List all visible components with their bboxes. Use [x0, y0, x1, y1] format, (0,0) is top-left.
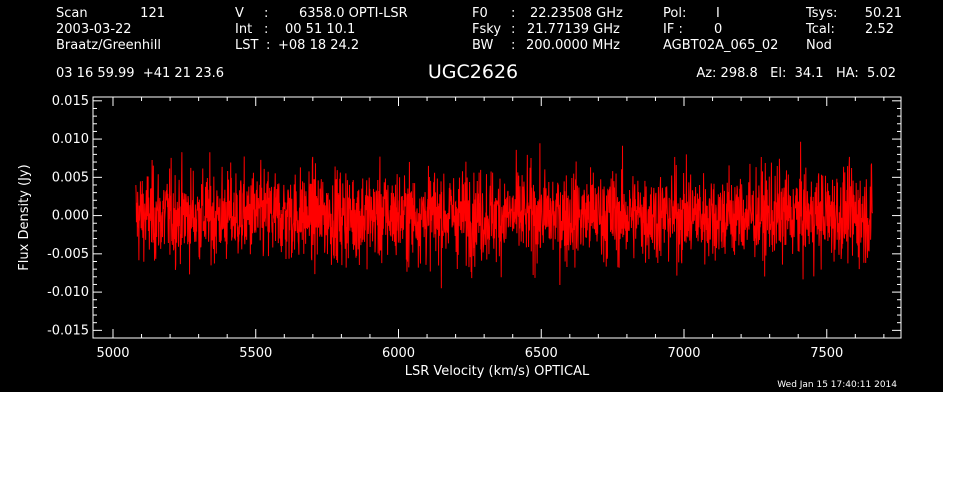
x-tick-label: 5500: [239, 346, 272, 361]
x-tick-label: 7500: [810, 346, 843, 361]
int-label: Int: [235, 22, 253, 37]
project-id: AGBT02A_065_02: [663, 38, 779, 53]
lst-label: LST: [235, 38, 259, 53]
x-tick-label: 7000: [667, 346, 700, 361]
tcal-value: 2.52: [865, 22, 894, 37]
spectrum-plot-panel: Scan 121 2003-03-22 Braatz/Greenhill V :…: [0, 0, 943, 392]
spectrum-trace: [135, 141, 873, 289]
y-tick-label: -0.005: [47, 247, 89, 262]
x-tick-label: 6500: [525, 346, 558, 361]
pol-value: I: [716, 6, 720, 21]
int-value: 00 51 10.1: [285, 22, 356, 37]
bw-label: BW: [472, 38, 494, 53]
y-tick-label: 0.005: [52, 170, 89, 185]
if-value: 0: [714, 22, 723, 37]
scan-value: 121: [140, 6, 165, 21]
y-axis-label: Flux Density (Jy): [17, 164, 32, 270]
plot-frame: [92, 96, 902, 339]
fsky-label: Fsky: [472, 22, 502, 37]
x-axis-label: LSR Velocity (km/s) OPTICAL: [405, 364, 590, 379]
source-coords: 03 16 59.99 +41 21 23.6: [56, 66, 225, 81]
obs-date: 2003-03-22: [56, 22, 132, 37]
x-tick-label: 6000: [382, 346, 415, 361]
velocity-value: 6358.0 OPTI-LSR: [299, 6, 408, 21]
tsys-value: 50.21: [864, 6, 902, 21]
az-el-ha: Az: 298.8 El: 34.1 HA: 5.02: [696, 66, 896, 81]
velocity-label: V: [235, 6, 244, 21]
y-tick-label: -0.015: [47, 323, 89, 338]
fsky-value: 21.77139 GHz: [527, 22, 620, 37]
y-tick-label: 0.010: [52, 132, 89, 147]
x-tick-label: 5000: [96, 346, 129, 361]
bw-value: 200.0000 MHz: [526, 38, 620, 53]
observer: Braatz/Greenhill: [56, 38, 161, 53]
if-label: IF :: [663, 22, 683, 37]
tsys-label: Tsys:: [806, 6, 838, 21]
scan-label: Scan: [56, 6, 88, 21]
plot-timestamp: Wed Jan 15 17:40:11 2014: [777, 380, 897, 390]
pol-label: Pol:: [663, 6, 687, 21]
spectrum-chart: 5000 5500 6000 6500 7000 7500 -0.015 -0.010 -0.0…: [17, 94, 902, 379]
tcal-label: Tcal:: [806, 22, 835, 37]
y-tick-label: -0.010: [47, 285, 89, 300]
f0-label: F0: [472, 6, 488, 21]
axis-ticks: 5000 5500 6000 6500 7000 7500 -0.015 -0.010 -0.0…: [47, 94, 901, 361]
spectrum-trace-group: [135, 141, 873, 289]
y-tick-label: 0.015: [52, 94, 89, 109]
lst-value: +08 18 24.2: [278, 38, 360, 53]
f0-value: 22.23508 GHz: [530, 6, 623, 21]
y-tick-label: 0.000: [52, 209, 89, 224]
source-name: UGC2626: [427, 61, 519, 83]
obs-mode: Nod: [806, 38, 832, 53]
